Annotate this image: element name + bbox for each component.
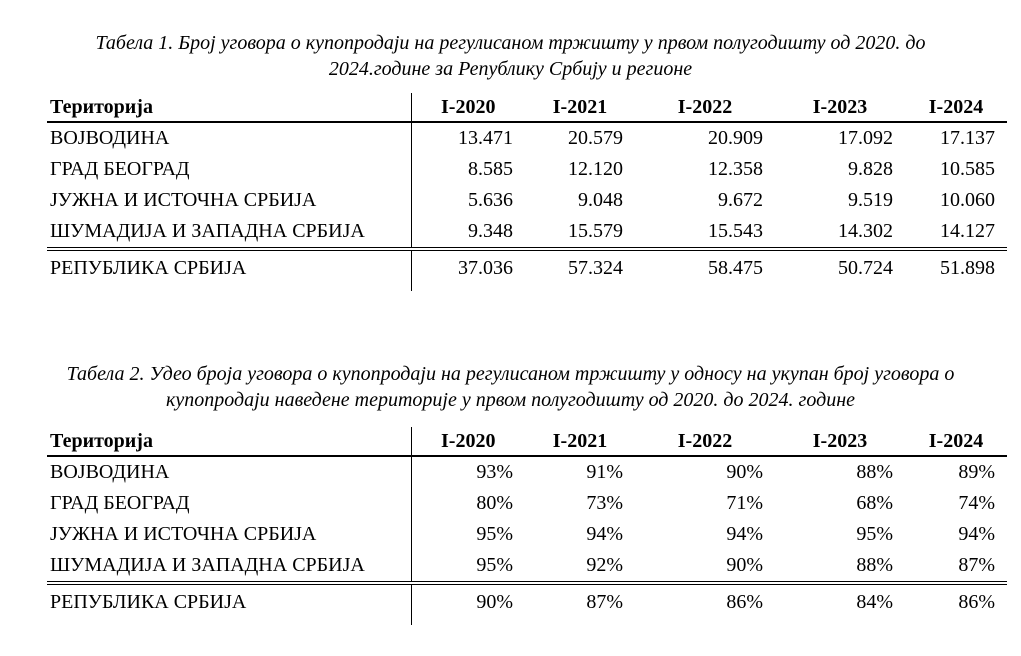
table1-header-row: Територија I-2020 I-2021 I-2022 I-2023 I… bbox=[47, 93, 1007, 123]
value-cell: 90% bbox=[726, 554, 763, 576]
table-row-juzna-istocna: ЈУЖНА И ИСТОЧНА СРБИЈА 95% 94% 94% 95% 9… bbox=[47, 519, 1007, 550]
value-cell: 71% bbox=[726, 492, 763, 514]
table1-total-row: РЕПУБЛИКА СРБИЈА 37.036 57.324 58.475 50… bbox=[47, 247, 1007, 291]
value-cell: 5.636 bbox=[468, 189, 513, 211]
table2-total-row: РЕПУБЛИКА СРБИЈА 90% 87% 86% 84% 86% bbox=[47, 581, 1007, 625]
table2-header-territory: Територија bbox=[47, 427, 412, 457]
value-cell: 91% bbox=[586, 461, 623, 483]
value-cell: 95% bbox=[476, 554, 513, 576]
territory-cell: ВОЈВОДИНА bbox=[47, 456, 412, 488]
territory-cell: ШУМАДИЈА И ЗАПАДНА СРБИЈА bbox=[47, 216, 412, 249]
value-cell: 94% bbox=[726, 523, 763, 545]
value-cell: 17.092 bbox=[838, 127, 893, 149]
table1-caption: Табела 1. Број уговора о купопродаји на … bbox=[95, 32, 926, 80]
table2-caption: Табела 2. Удео броја уговора о купопрода… bbox=[66, 363, 955, 411]
value-cell: 15.579 bbox=[568, 220, 623, 242]
table1-header-period-2022: I-2022 bbox=[635, 93, 775, 123]
value-cell: 51.898 bbox=[905, 247, 1007, 291]
table-row-vojvodina: ВОЈВОДИНА 93% 91% 90% 88% 89% bbox=[47, 456, 1007, 488]
table1: Територија I-2020 I-2021 I-2022 I-2023 I… bbox=[47, 93, 1007, 291]
value-cell: 10.585 bbox=[940, 158, 995, 180]
territory-cell: ГРАД БЕОГРАД bbox=[47, 488, 412, 519]
value-cell: 89% bbox=[958, 461, 995, 483]
value-cell: 10.060 bbox=[940, 189, 995, 211]
value-cell: 95% bbox=[856, 523, 893, 545]
value-cell: 13.471 bbox=[458, 127, 513, 149]
value-cell: 92% bbox=[586, 554, 623, 576]
table-row-grad-beograd: ГРАД БЕОГРАД 80% 73% 71% 68% 74% bbox=[47, 488, 1007, 519]
territory-cell: РЕПУБЛИКА СРБИЈА bbox=[47, 247, 412, 291]
value-cell: 20.909 bbox=[708, 127, 763, 149]
value-cell: 50.724 bbox=[775, 247, 905, 291]
value-cell: 58.475 bbox=[635, 247, 775, 291]
value-cell: 93% bbox=[476, 461, 513, 483]
territory-cell: ШУМАДИЈА И ЗАПАДНА СРБИЈА bbox=[47, 550, 412, 583]
table1-header-period-2021: I-2021 bbox=[525, 93, 635, 123]
value-cell: 73% bbox=[586, 492, 623, 514]
value-cell: 57.324 bbox=[525, 247, 635, 291]
table1-header-period-2023: I-2023 bbox=[775, 93, 905, 123]
value-cell: 17.137 bbox=[940, 127, 995, 149]
territory-cell: ГРАД БЕОГРАД bbox=[47, 154, 412, 185]
value-cell: 80% bbox=[476, 492, 513, 514]
table2: Територија I-2020 I-2021 I-2022 I-2023 I… bbox=[47, 427, 1007, 625]
value-cell: 84% bbox=[775, 581, 905, 625]
value-cell: 9.048 bbox=[578, 189, 623, 211]
value-cell: 12.120 bbox=[568, 158, 623, 180]
territory-cell: ЈУЖНА И ИСТОЧНА СРБИЈА bbox=[47, 519, 412, 550]
value-cell: 90% bbox=[726, 461, 763, 483]
value-cell: 68% bbox=[856, 492, 893, 514]
value-cell: 87% bbox=[525, 581, 635, 625]
value-cell: 15.543 bbox=[708, 220, 763, 242]
value-cell: 14.127 bbox=[940, 220, 995, 242]
value-cell: 88% bbox=[856, 461, 893, 483]
value-cell: 8.585 bbox=[468, 158, 513, 180]
value-cell: 88% bbox=[856, 554, 893, 576]
value-cell: 95% bbox=[476, 523, 513, 545]
value-cell: 20.579 bbox=[568, 127, 623, 149]
value-cell: 74% bbox=[958, 492, 995, 514]
table2-header-period-2020: I-2020 bbox=[411, 427, 525, 457]
value-cell: 9.672 bbox=[718, 189, 763, 211]
value-cell: 37.036 bbox=[411, 247, 525, 291]
table2-header-period-2022: I-2022 bbox=[635, 427, 775, 457]
value-cell: 9.519 bbox=[848, 189, 893, 211]
value-cell: 9.348 bbox=[468, 220, 513, 242]
table1-header-period-2020: I-2020 bbox=[411, 93, 525, 123]
table1-header-territory: Територија bbox=[47, 93, 412, 123]
value-cell: 90% bbox=[411, 581, 525, 625]
table-row-sumadija-zapadna: ШУМАДИЈА И ЗАПАДНА СРБИЈА 95% 92% 90% 88… bbox=[47, 550, 1007, 583]
territory-cell: ВОЈВОДИНА bbox=[47, 122, 412, 154]
table-row-vojvodina: ВОЈВОДИНА 13.471 20.579 20.909 17.092 17… bbox=[47, 122, 1007, 154]
value-cell: 12.358 bbox=[708, 158, 763, 180]
territory-cell: РЕПУБЛИКА СРБИЈА bbox=[47, 581, 412, 625]
value-cell: 9.828 bbox=[848, 158, 893, 180]
territory-cell: ЈУЖНА И ИСТОЧНА СРБИЈА bbox=[47, 185, 412, 216]
table-row-grad-beograd: ГРАД БЕОГРАД 8.585 12.120 12.358 9.828 1… bbox=[47, 154, 1007, 185]
table2-header-row: Територија I-2020 I-2021 I-2022 I-2023 I… bbox=[47, 427, 1007, 457]
value-cell: 86% bbox=[905, 581, 1007, 625]
table-row-sumadija-zapadna: ШУМАДИЈА И ЗАПАДНА СРБИЈА 9.348 15.579 1… bbox=[47, 216, 1007, 249]
value-cell: 14.302 bbox=[838, 220, 893, 242]
value-cell: 94% bbox=[586, 523, 623, 545]
value-cell: 86% bbox=[635, 581, 775, 625]
value-cell: 87% bbox=[958, 554, 995, 576]
value-cell: 94% bbox=[958, 523, 995, 545]
table2-header-period-2021: I-2021 bbox=[525, 427, 635, 457]
table1-header-period-2024: I-2024 bbox=[905, 93, 1007, 123]
table2-header-period-2023: I-2023 bbox=[775, 427, 905, 457]
table-row-juzna-istocna: ЈУЖНА И ИСТОЧНА СРБИЈА 5.636 9.048 9.672… bbox=[47, 185, 1007, 216]
table2-header-period-2024: I-2024 bbox=[905, 427, 1007, 457]
